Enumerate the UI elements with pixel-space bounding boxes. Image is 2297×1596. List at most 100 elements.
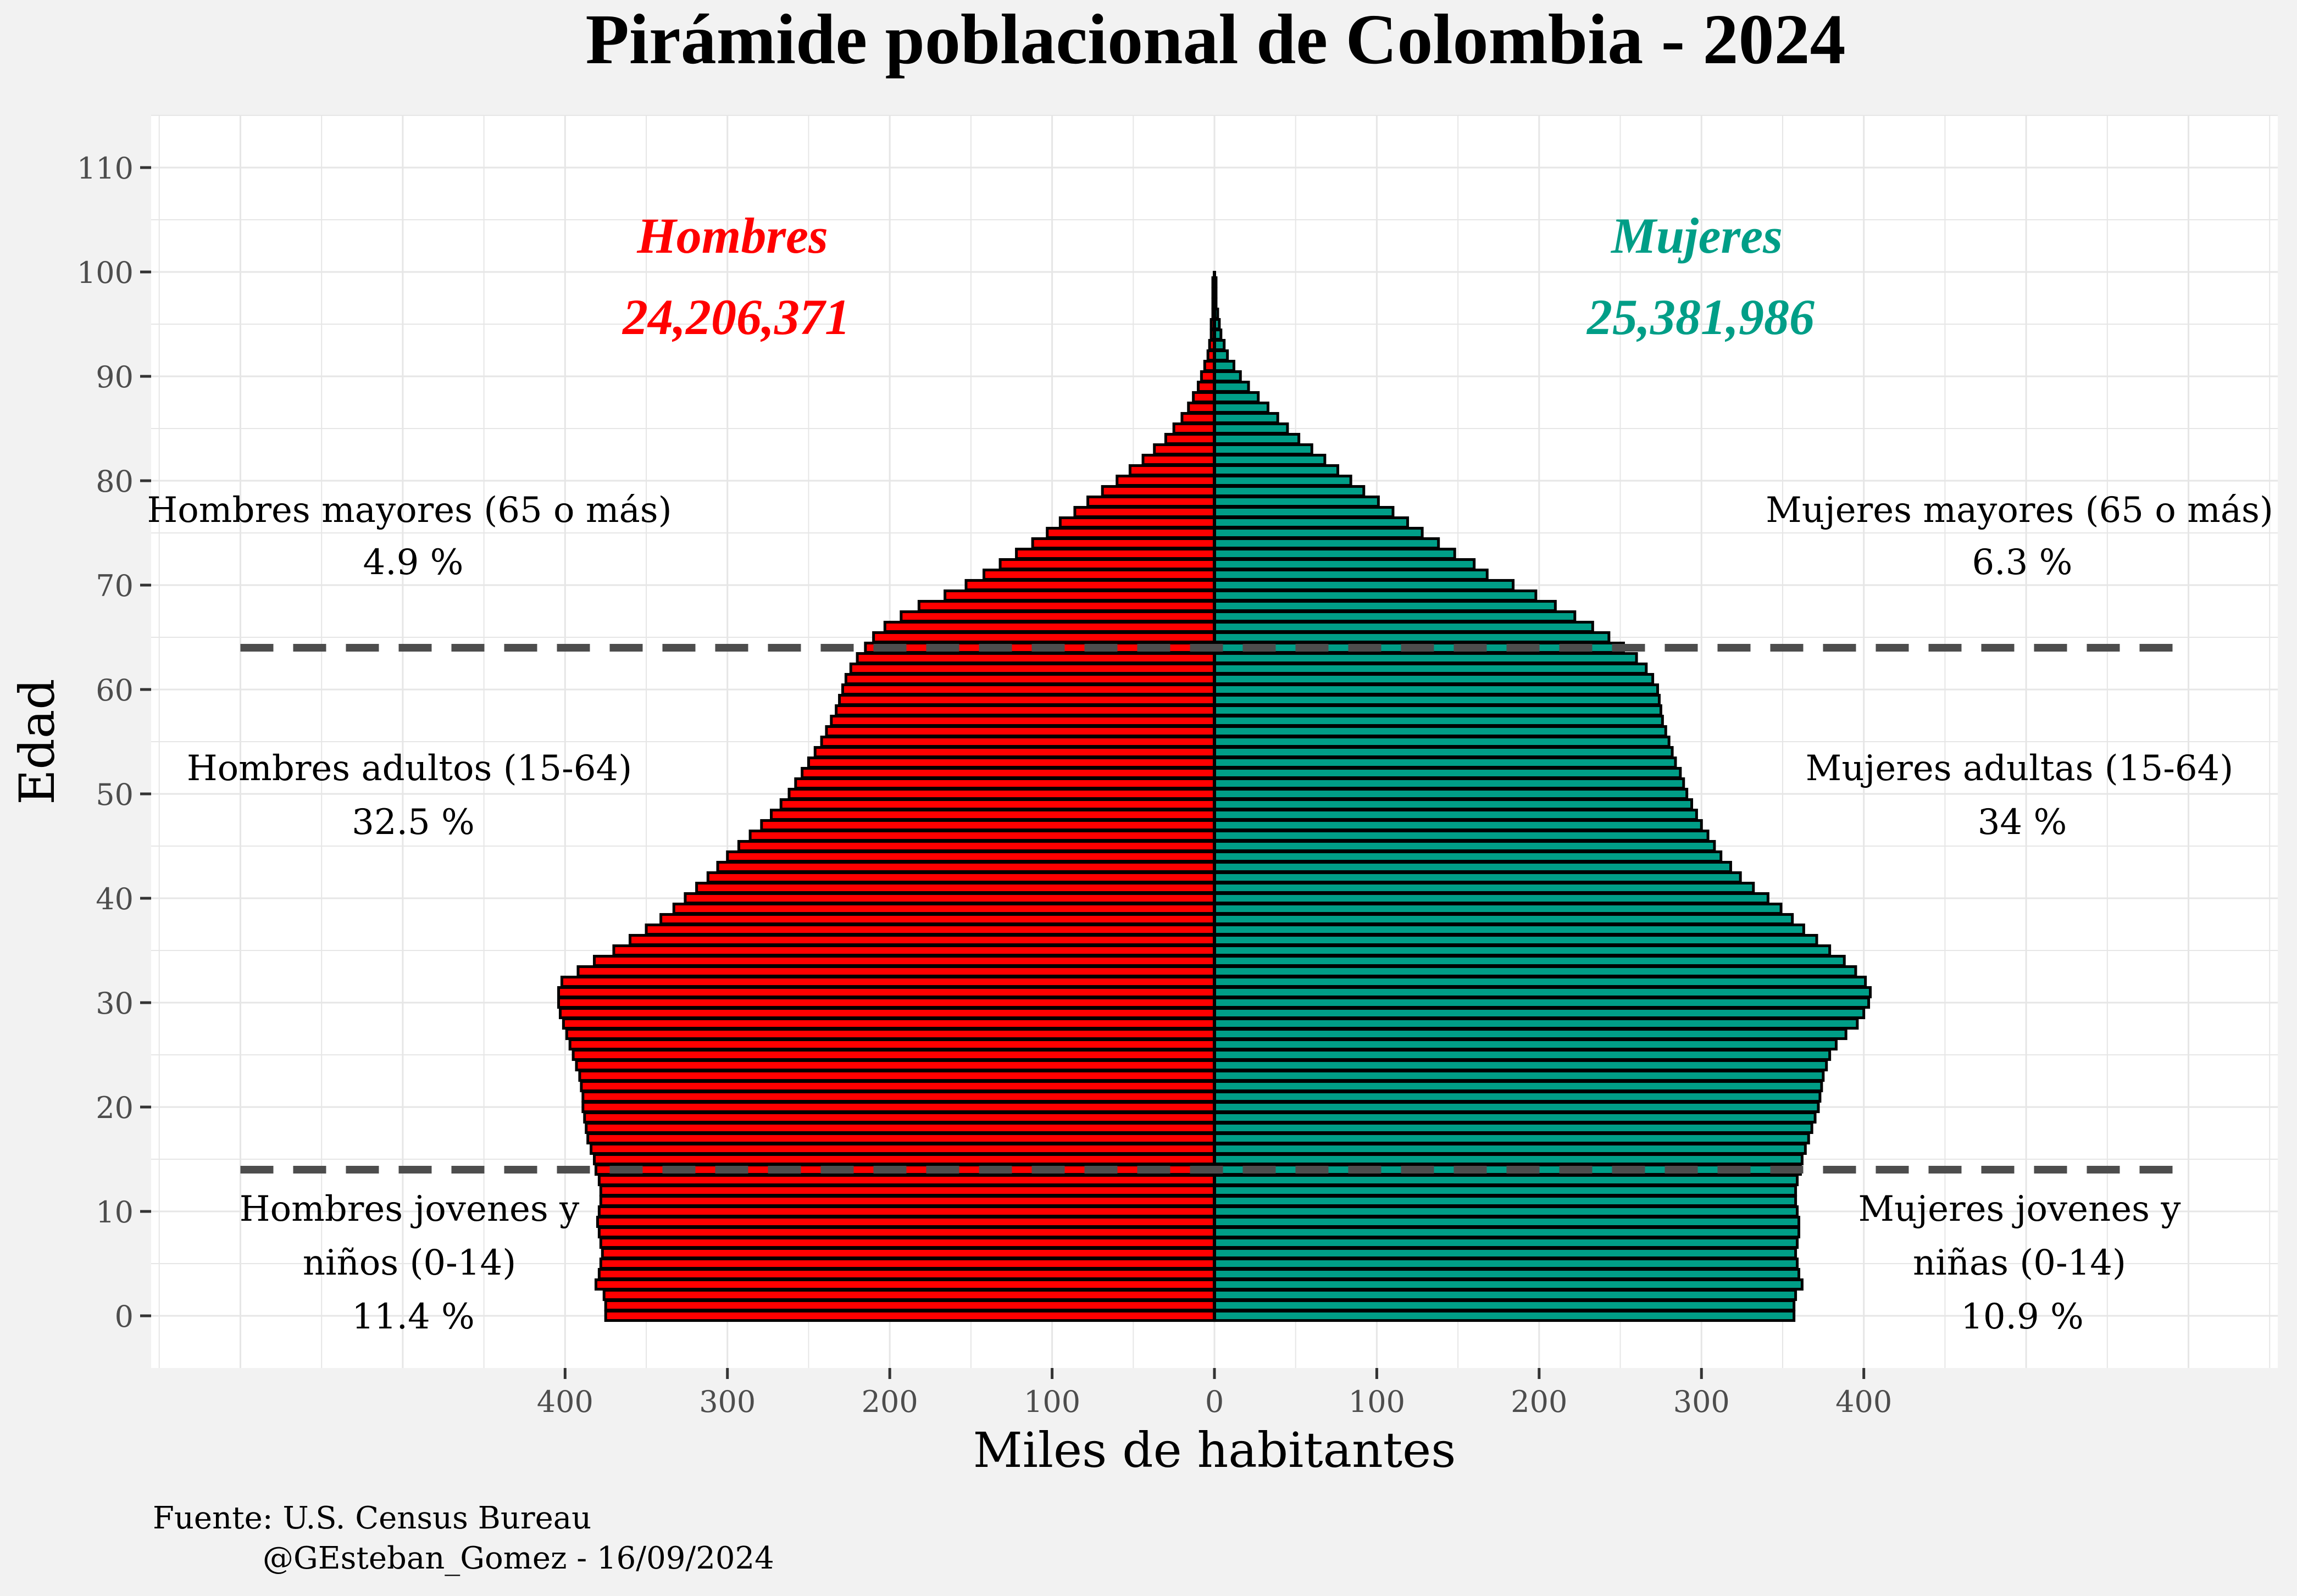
bar-mujeres — [1213, 495, 1380, 508]
bar-mujeres — [1213, 850, 1723, 863]
mujeres-adultas-label: Mujeres adultas (15-64) — [1806, 748, 2233, 789]
bar-mujeres — [1213, 547, 1456, 560]
bar-hombres — [645, 923, 1216, 936]
bar-mujeres — [1213, 902, 1783, 915]
bar-hombres — [844, 672, 1216, 686]
y-tick-label: 30 — [96, 986, 134, 1021]
x-axis-label: Miles de habitantes — [973, 1422, 1456, 1478]
bar-hombres — [612, 944, 1216, 957]
bar-hombres — [807, 756, 1216, 769]
bar-hombres — [787, 787, 1216, 800]
hombres-jovenes-label-2: niños (0-14) — [303, 1243, 516, 1283]
bar-hombres — [599, 1236, 1216, 1249]
y-tick-label: 110 — [77, 151, 134, 186]
bar-hombres — [737, 839, 1216, 853]
bar-hombres — [576, 965, 1216, 978]
bar-mujeres — [1213, 693, 1661, 707]
bar-mujeres — [1213, 401, 1269, 414]
bar-hombres — [770, 808, 1216, 821]
bar-mujeres — [1213, 1059, 1828, 1072]
bar-mujeres — [1213, 808, 1698, 821]
bar-mujeres — [1213, 422, 1289, 435]
bar-hombres — [695, 881, 1216, 894]
bar-mujeres — [1213, 1027, 1847, 1041]
bar-mujeres — [1213, 1121, 1813, 1135]
bar-hombres — [583, 1111, 1216, 1124]
bar-mujeres — [1213, 1080, 1823, 1093]
bar-mujeres — [1213, 464, 1340, 477]
bar-mujeres — [1213, 443, 1313, 456]
bar-mujeres — [1213, 777, 1685, 790]
hombres-jovenes-label-1: Hombres jovenes y — [240, 1189, 580, 1230]
bar-hombres — [578, 1069, 1216, 1082]
bar-hombres — [599, 1257, 1216, 1270]
bar-hombres — [964, 579, 1216, 592]
bar-mujeres — [1213, 819, 1703, 832]
bar-mujeres — [1213, 1215, 1801, 1228]
bar-mujeres — [1213, 610, 1577, 623]
bar-mujeres — [1213, 714, 1664, 727]
x-tick-label: 200 — [862, 1384, 918, 1419]
y-tick-label: 0 — [115, 1299, 134, 1334]
bar-hombres — [604, 1299, 1216, 1312]
bar-mujeres — [1213, 725, 1667, 738]
bar-hombres — [794, 777, 1216, 790]
bar-mujeres — [1213, 526, 1424, 540]
x-tick-label: 200 — [1511, 1384, 1567, 1419]
mujeres-jovenes-label-2: niñas (0-14) — [1913, 1243, 2126, 1283]
bar-mujeres — [1213, 1100, 1820, 1114]
bar-hombres — [628, 933, 1216, 947]
bar-mujeres — [1213, 568, 1489, 581]
bar-mujeres — [1213, 1069, 1825, 1082]
bar-hombres — [597, 1267, 1216, 1281]
bar-mujeres — [1213, 380, 1250, 393]
bars — [557, 276, 1872, 1322]
mujeres-mayores-pct: 6.3 % — [1972, 542, 2073, 583]
hombres-adultos-label: Hombres adultos (15-64) — [187, 748, 632, 789]
bar-hombres — [592, 1153, 1216, 1166]
hombres-total: 24,206,371 — [622, 289, 850, 345]
y-tick-label: 100 — [77, 255, 134, 290]
bar-hombres — [917, 599, 1216, 613]
bar-mujeres — [1213, 505, 1395, 519]
bar-mujeres — [1213, 965, 1857, 978]
mujeres-adultas-pct: 34 % — [1978, 802, 2067, 843]
bar-hombres — [560, 975, 1216, 988]
bar-mujeres — [1213, 1288, 1797, 1302]
bar-hombres — [1187, 401, 1216, 414]
bar-mujeres — [1213, 579, 1515, 592]
bar-hombres — [590, 1142, 1216, 1155]
bar-hombres — [572, 1048, 1216, 1061]
bar-mujeres — [1213, 1153, 1804, 1166]
bar-hombres — [1015, 547, 1216, 560]
bar-hombres — [1128, 464, 1216, 477]
y-tick-label: 20 — [96, 1091, 134, 1125]
bar-hombres — [830, 714, 1216, 727]
bar-hombres — [1101, 485, 1216, 498]
bar-hombres — [602, 1288, 1216, 1302]
x-tick-label: 300 — [699, 1384, 756, 1419]
bar-hombres — [558, 1006, 1216, 1020]
bar-hombres — [944, 589, 1216, 602]
bar-mujeres — [1213, 839, 1716, 853]
bar-mujeres — [1213, 766, 1682, 780]
bar-mujeres — [1213, 986, 1872, 999]
bar-hombres — [575, 1059, 1216, 1072]
bar-hombres — [726, 850, 1216, 863]
bar-mujeres — [1213, 1299, 1796, 1312]
bar-hombres — [856, 652, 1216, 665]
bar-hombres — [581, 1100, 1216, 1114]
bar-mujeres — [1213, 631, 1611, 644]
bar-hombres — [813, 746, 1216, 759]
mujeres-label: Mujeres — [1610, 208, 1783, 264]
x-tick-label: 400 — [1835, 1384, 1892, 1419]
y-tick-label: 60 — [96, 673, 134, 708]
bar-mujeres — [1213, 1236, 1799, 1249]
bar-mujeres — [1213, 652, 1638, 665]
bar-hombres — [597, 1226, 1216, 1239]
bar-hombres — [841, 683, 1216, 696]
bar-mujeres — [1213, 1184, 1797, 1197]
bar-mujeres — [1213, 735, 1671, 748]
bar-mujeres — [1213, 746, 1674, 759]
